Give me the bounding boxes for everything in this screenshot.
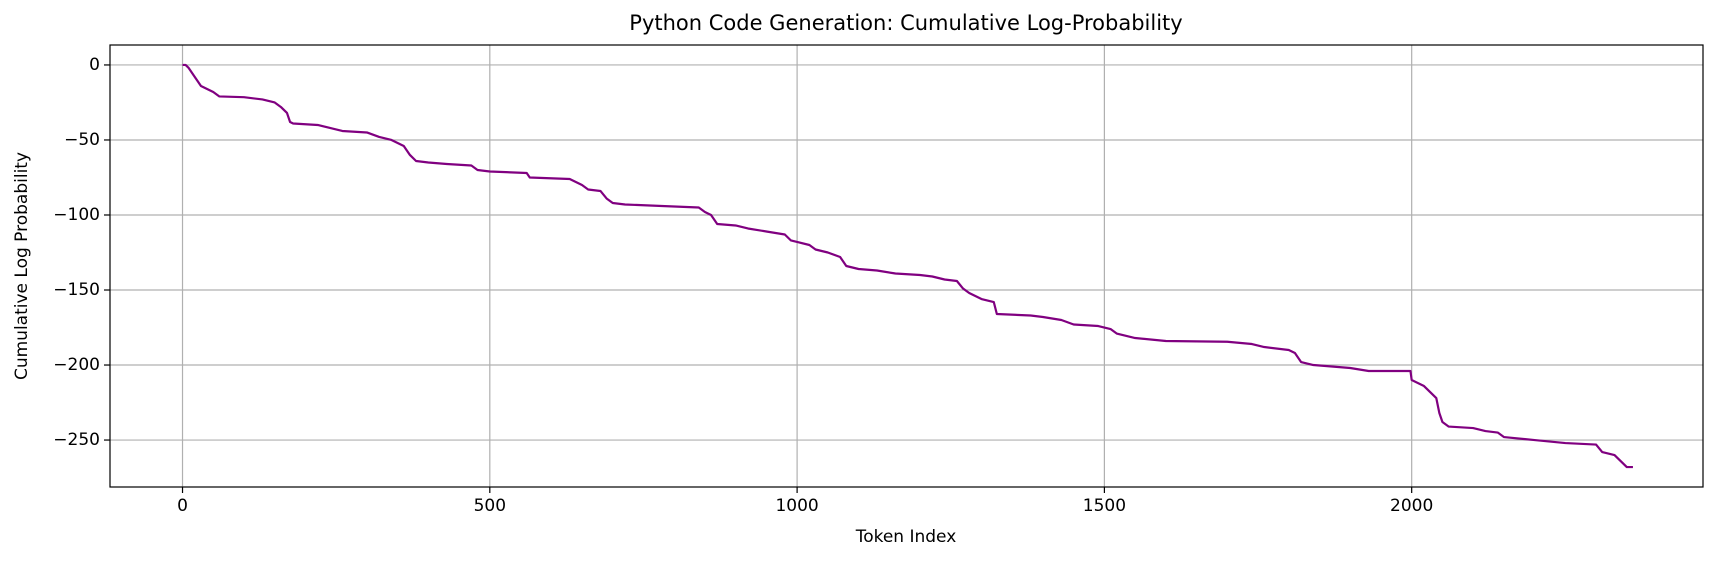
chart-title: Python Code Generation: Cumulative Log-P… <box>629 11 1182 35</box>
y-axis-label: Cumulative Log Probability <box>12 152 32 380</box>
plot-frame <box>109 44 1704 488</box>
y-tick-label: −200 <box>53 355 100 375</box>
x-tick-label: 2000 <box>1390 496 1433 516</box>
data-line <box>182 63 1633 469</box>
y-tick-label: 0 <box>89 55 100 75</box>
x-tick-label: 1000 <box>775 496 818 516</box>
x-tick-label: 500 <box>474 496 506 516</box>
y-tick-label: −150 <box>53 280 100 300</box>
y-tick-label: −250 <box>53 430 100 450</box>
x-tick-label: 0 <box>177 496 188 516</box>
y-tick-label: −50 <box>64 130 100 150</box>
x-tick-label: 1500 <box>1083 496 1126 516</box>
x-axis-label: Token Index <box>855 527 957 547</box>
y-tick-label: −100 <box>53 205 100 225</box>
